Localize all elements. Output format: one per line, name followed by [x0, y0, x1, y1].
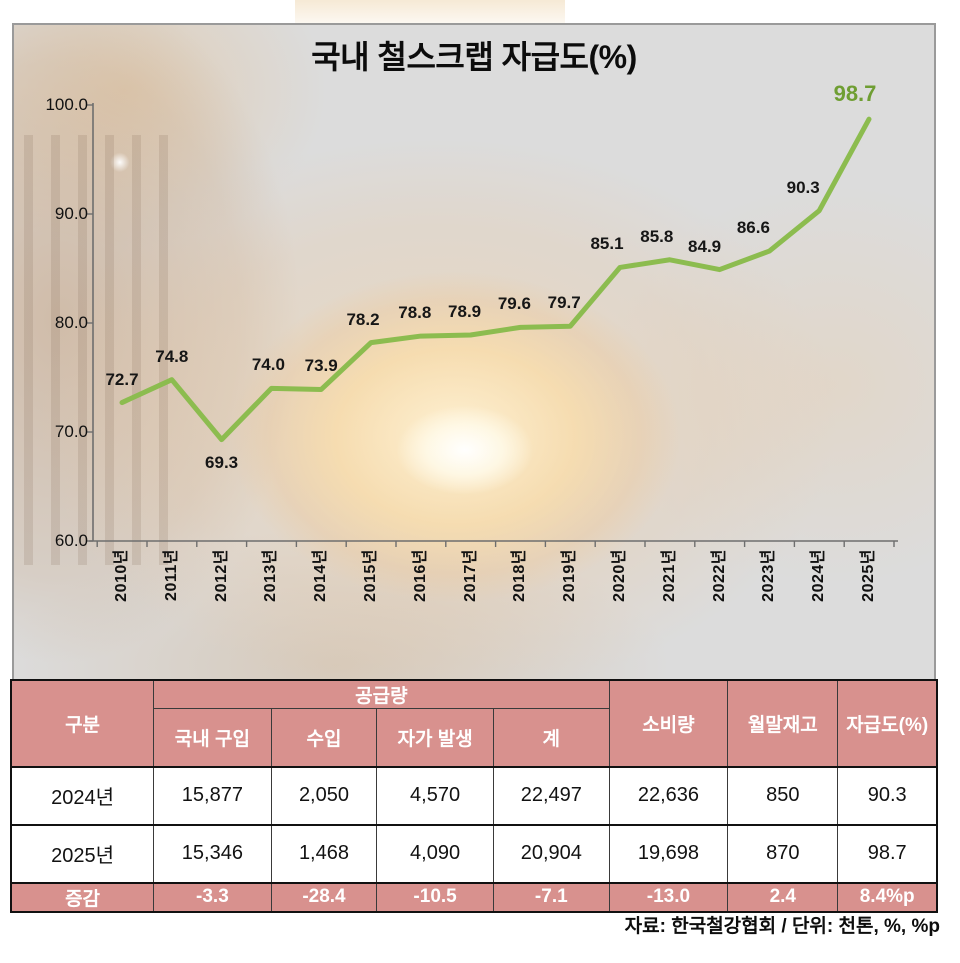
cell: -3.3 [153, 882, 272, 912]
x-tick-label: 2013년 [262, 549, 280, 602]
header-self-generated: 자가 발생 [376, 708, 494, 767]
cell: 90.3 [837, 766, 938, 825]
data-label-highlight: 98.7 [833, 81, 877, 107]
header-gubun: 구분 [10, 679, 155, 767]
data-label: 73.9 [304, 356, 338, 376]
cell: 870 [727, 824, 839, 883]
data-label: 85.8 [640, 226, 674, 246]
x-tick-label: 2022년 [710, 549, 728, 602]
row-label: 2024년 [10, 766, 155, 825]
data-label: 72.7 [105, 369, 139, 389]
x-tick-label: 2016년 [411, 549, 429, 602]
table-header-row-1: 구분 공급량 소비량 월말재고 자급도(%) [10, 679, 938, 767]
chart-title: 국내 철스크랩 자급도(%) [311, 39, 637, 75]
x-tick-label: 2019년 [561, 549, 579, 602]
steel-mill-photo-background [14, 25, 934, 679]
x-tick-label: 2018년 [511, 549, 529, 602]
table-row-change: 증감 -3.3 -28.4 -10.5 -7.1 -13.0 2.4 8.4%p [10, 882, 938, 912]
cell: 2.4 [727, 882, 839, 912]
x-tick-label: 2024년 [810, 549, 828, 602]
data-label: 74.8 [155, 346, 189, 366]
y-tick-label: 90.0 [54, 204, 88, 223]
cell: 8.4%p [837, 882, 938, 912]
cell: 850 [727, 766, 839, 825]
cell: 4,570 [376, 766, 494, 825]
cell: 15,877 [153, 766, 272, 825]
x-tick-label: 2014년 [312, 549, 330, 602]
photo-dark-streaks [24, 135, 174, 565]
x-tick-label: 2021년 [660, 549, 678, 602]
x-tick-label: 2011년 [162, 549, 180, 601]
y-tick-label: 80.0 [54, 313, 88, 332]
x-tick-label: 2015년 [362, 549, 379, 602]
chart-card: 국내 철스크랩 자급도(%) 100.0 90.0 80.0 70.0 60.0 201… [12, 23, 936, 679]
data-label: 79.6 [497, 294, 531, 314]
x-tick-label: 2017년 [461, 549, 479, 602]
data-label: 78.9 [448, 301, 482, 321]
cell: 2,050 [270, 766, 378, 825]
cell: -13.0 [608, 882, 729, 912]
cell: 98.7 [837, 824, 938, 883]
header-consumption: 소비량 [608, 679, 729, 767]
data-label: 84.9 [688, 236, 722, 256]
cell: 1,468 [270, 824, 378, 883]
x-tick-label: 2010년 [113, 549, 130, 602]
data-label: 69.3 [205, 452, 239, 472]
x-tick-label: 2012년 [212, 549, 230, 602]
header-domestic-purchase: 국내 구입 [153, 708, 272, 767]
cell: 19,698 [608, 824, 729, 883]
row-label: 2025년 [10, 824, 155, 883]
header-self-sufficiency: 자급도(%) [837, 679, 938, 767]
cell: 22,497 [492, 766, 610, 825]
data-label: 78.2 [346, 309, 380, 329]
cell: 22,636 [608, 766, 729, 825]
cell: -10.5 [376, 882, 494, 912]
table-header-row-2: 국내 구입 수입 자가 발생 계 [11, 708, 937, 767]
source-note: 자료: 한국철강협회 / 단위: 천톤, %, %p [624, 916, 940, 937]
cell: -28.4 [270, 882, 378, 912]
x-tick-label: 2020년 [611, 549, 628, 602]
series-line [119, 116, 872, 443]
y-tick-label: 60.0 [54, 531, 88, 550]
header-import: 수입 [270, 708, 378, 767]
data-label: 86.6 [736, 218, 770, 238]
photo-bleed-strip [295, 0, 565, 23]
header-inventory: 월말재고 [727, 679, 839, 767]
data-label: 90.3 [786, 177, 820, 197]
supply-table: 구분 공급량 소비량 월말재고 자급도(%) 국내 구입 수입 자가 발생 계 … [10, 679, 938, 913]
x-tick-label: 2023년 [760, 549, 778, 602]
row-label: 증감 [10, 882, 155, 912]
data-label: 85.1 [590, 234, 624, 254]
y-tick-label: 100.0 [45, 95, 88, 114]
table-row-2025: 2025년 15,346 1,468 4,090 20,904 19,698 8… [10, 824, 938, 883]
header-supply-group: 공급량 [153, 679, 610, 709]
x-tick-label: 2025년 [860, 549, 877, 602]
line-chart [87, 103, 898, 547]
cell: 15,346 [153, 824, 272, 883]
cell: 20,904 [492, 824, 610, 883]
header-total: 계 [492, 708, 610, 767]
data-label: 79.7 [547, 293, 581, 313]
table-row-2024: 2024년 15,877 2,050 4,570 22,497 22,636 8… [10, 766, 938, 825]
data-label: 78.8 [398, 303, 432, 323]
y-tick-label: 70.0 [54, 422, 88, 441]
cell: -7.1 [492, 882, 610, 912]
data-label: 74.0 [251, 355, 285, 375]
cell: 4,090 [376, 824, 494, 883]
